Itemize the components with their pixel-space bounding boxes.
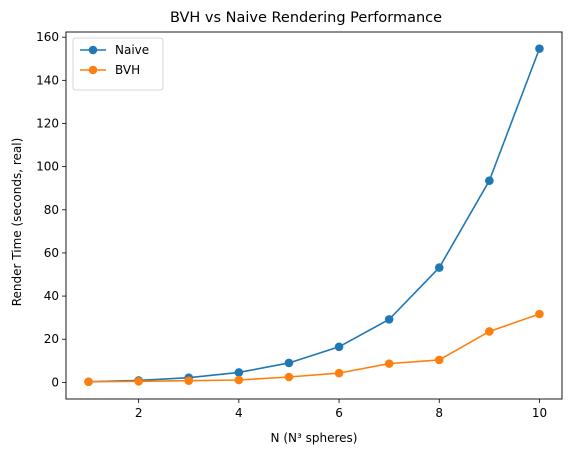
x-tick-label: 4 bbox=[235, 406, 243, 420]
legend-label-naive: Naive bbox=[115, 43, 149, 57]
data-point-bvh bbox=[485, 327, 494, 336]
y-tick-label: 100 bbox=[36, 160, 59, 174]
y-tick-label: 20 bbox=[44, 332, 59, 346]
data-point-bvh bbox=[234, 375, 244, 385]
y-axis: 0 20 40 60 80 100 120 140 160 bbox=[36, 30, 66, 389]
plot-frame bbox=[65, 31, 563, 400]
data-point-naive bbox=[535, 44, 544, 53]
legend-label-bvh: BVH bbox=[115, 63, 140, 77]
legend-marker-naive bbox=[88, 45, 98, 55]
series-layer bbox=[84, 44, 544, 387]
x-axis-label: N (N³ spheres) bbox=[271, 431, 358, 445]
y-tick-label: 80 bbox=[44, 203, 59, 217]
data-point-naive bbox=[384, 315, 394, 324]
data-point-naive bbox=[284, 358, 294, 368]
data-point-bvh bbox=[84, 377, 93, 387]
legend-marker-bvh bbox=[88, 65, 98, 75]
x-axis: 2 4 6 8 10 bbox=[135, 399, 547, 420]
legend: Naive BVH bbox=[72, 37, 164, 91]
data-point-bvh bbox=[284, 372, 294, 382]
data-point-naive bbox=[485, 176, 494, 185]
data-point-bvh bbox=[184, 376, 194, 385]
series-line-bvh bbox=[88, 313, 540, 383]
data-point-naive bbox=[334, 342, 344, 352]
y-tick-label: 140 bbox=[36, 73, 59, 87]
x-tick-label: 8 bbox=[435, 406, 443, 420]
chart-title: BVH vs Naive Rendering Performance bbox=[170, 10, 442, 26]
data-point-bvh bbox=[334, 368, 344, 378]
y-tick-label: 60 bbox=[44, 246, 59, 260]
x-tick-label: 6 bbox=[335, 406, 343, 420]
data-point-bvh bbox=[535, 309, 544, 319]
x-tick-label: 2 bbox=[135, 406, 143, 420]
y-tick-label: 40 bbox=[44, 289, 59, 303]
data-point-bvh bbox=[434, 355, 444, 365]
data-point-naive bbox=[234, 368, 244, 377]
x-tick-label: 10 bbox=[532, 406, 547, 420]
y-axis-label: Render Time (seconds, real) bbox=[10, 138, 24, 307]
data-point-naive bbox=[434, 263, 444, 272]
data-point-bvh bbox=[384, 359, 394, 368]
series-line-naive bbox=[88, 48, 541, 383]
data-point-bvh bbox=[134, 377, 143, 386]
y-tick-label: 160 bbox=[36, 30, 59, 44]
y-tick-label: 0 bbox=[51, 375, 59, 389]
y-tick-label: 120 bbox=[36, 116, 59, 130]
